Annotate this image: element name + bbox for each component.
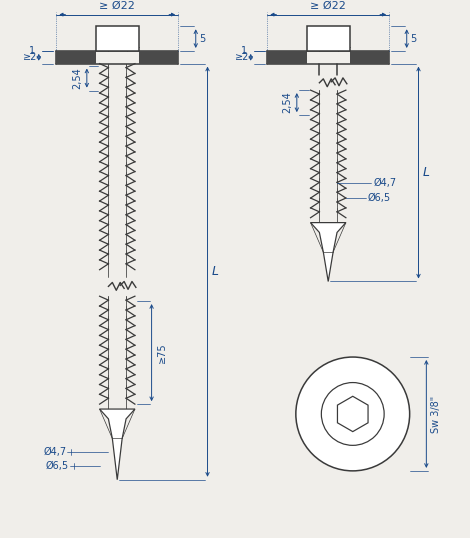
Circle shape <box>296 357 410 471</box>
Text: L: L <box>212 265 219 278</box>
Text: ≥2: ≥2 <box>23 52 37 62</box>
Bar <box>139 51 178 63</box>
Text: ≥2: ≥2 <box>235 52 249 62</box>
Polygon shape <box>337 397 368 431</box>
Text: 2,54: 2,54 <box>282 92 292 114</box>
Text: J3: J3 <box>347 409 359 419</box>
Bar <box>96 26 139 51</box>
Polygon shape <box>100 409 135 480</box>
Text: ≥ Ø22: ≥ Ø22 <box>99 1 135 11</box>
Polygon shape <box>311 223 346 281</box>
Text: Ø6,5: Ø6,5 <box>46 461 69 471</box>
Text: 1: 1 <box>29 46 35 56</box>
Bar <box>306 26 350 51</box>
Text: 5: 5 <box>410 34 417 44</box>
Circle shape <box>321 383 384 445</box>
Text: Ø4,7: Ø4,7 <box>373 179 397 188</box>
Text: Ø4,7: Ø4,7 <box>43 447 66 457</box>
Text: Ø6,5: Ø6,5 <box>368 193 391 203</box>
Text: ≥75: ≥75 <box>157 342 167 363</box>
Bar <box>350 51 389 63</box>
Text: 5: 5 <box>199 34 206 44</box>
Text: L: L <box>423 166 430 179</box>
Text: ≥ Ø22: ≥ Ø22 <box>310 1 346 11</box>
Text: 1: 1 <box>241 46 247 56</box>
Text: Sw 3/8": Sw 3/8" <box>431 395 441 433</box>
Text: 2,54: 2,54 <box>72 67 82 89</box>
Bar <box>267 51 306 63</box>
Bar <box>56 51 96 63</box>
